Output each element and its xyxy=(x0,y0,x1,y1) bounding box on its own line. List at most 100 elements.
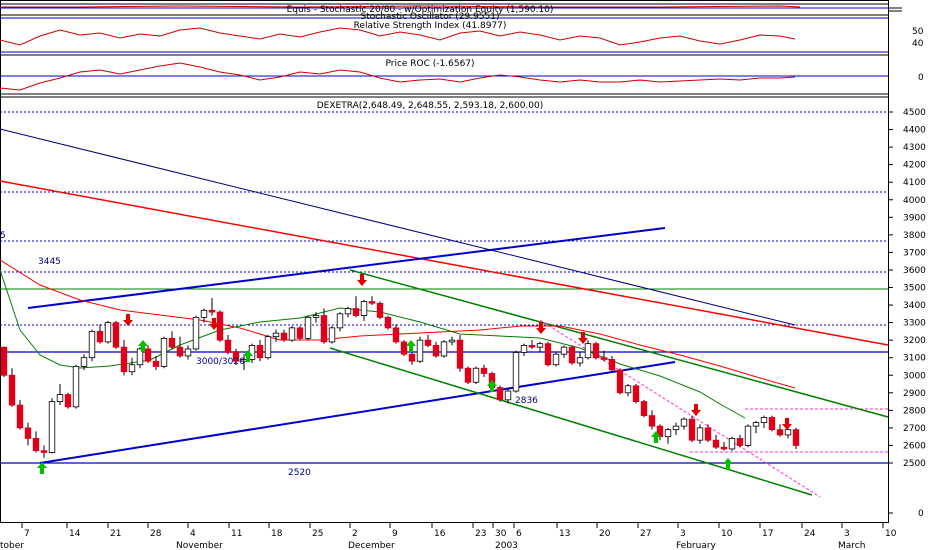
sell-arrow xyxy=(357,274,367,286)
candle-up xyxy=(472,367,480,383)
x-tick-label: 2 xyxy=(352,529,358,539)
y-tick-label: 3300 xyxy=(903,319,926,329)
y-tick-label: 2600 xyxy=(903,441,926,451)
candle-down xyxy=(720,446,728,450)
y-tick-label: 0 xyxy=(918,509,924,519)
candle-up xyxy=(696,427,704,441)
candle-up xyxy=(440,341,448,357)
x-tick-label: 27 xyxy=(640,529,651,539)
candle-down xyxy=(208,309,216,313)
candle-down xyxy=(120,346,128,373)
candle-down xyxy=(392,327,400,343)
candle-down xyxy=(792,429,800,446)
y-tick-label: 3200 xyxy=(903,336,926,346)
buy-arrow xyxy=(651,431,661,443)
candle-down xyxy=(736,438,744,446)
roc-label: Price ROC (-1.6567) xyxy=(385,59,474,69)
x-month-label: tober xyxy=(0,541,24,550)
candle-down xyxy=(688,418,696,441)
candle-up xyxy=(576,357,584,364)
x-tick-label: 17 xyxy=(762,529,773,539)
x-month-label: December xyxy=(348,541,395,550)
x-month-label: November xyxy=(176,541,223,550)
x-month-label: February xyxy=(676,541,717,550)
rsi-label: Relative Strength Index (41.8977) xyxy=(354,21,507,31)
navy-trend-line xyxy=(0,128,796,326)
candle-up xyxy=(536,343,544,348)
candle-down xyxy=(648,415,656,427)
candle-up xyxy=(200,309,208,318)
price-panel: DEXETRA(2,648.49, 2,648.55, 2,593.18, 2,… xyxy=(0,101,889,498)
candle-down xyxy=(40,450,48,453)
y-tick-label: 4100 xyxy=(903,178,926,188)
x-tick-label: 3 xyxy=(844,529,850,539)
red-trend-line xyxy=(0,180,889,346)
candle-down xyxy=(424,339,432,346)
y-tick-label: 3500 xyxy=(903,284,926,294)
candle-down xyxy=(632,385,640,402)
candle-down xyxy=(0,346,8,376)
candle-up xyxy=(752,422,760,427)
candle-up xyxy=(448,339,456,343)
candle-down xyxy=(32,438,40,452)
candle-up xyxy=(760,416,768,424)
candle-up xyxy=(184,348,192,357)
candle-up xyxy=(192,316,200,350)
sell-arrow xyxy=(578,332,588,344)
x-tick-label: 20 xyxy=(599,529,611,539)
candle-up xyxy=(680,418,688,427)
candle-down xyxy=(8,374,16,406)
candle-down xyxy=(256,345,264,359)
x-tick-label: 10 xyxy=(885,529,897,539)
candle-up xyxy=(56,394,64,402)
candle-down xyxy=(112,322,120,348)
x-tick-label: 7 xyxy=(24,529,30,539)
signal-arrows xyxy=(37,274,792,474)
candle-up xyxy=(664,429,672,438)
candle-down xyxy=(24,427,32,439)
candle-down xyxy=(384,316,392,329)
x-month-label: 2003 xyxy=(495,541,518,550)
candle-up xyxy=(104,322,112,343)
x-tick-label: 6 xyxy=(516,529,522,539)
x-tick-label: 28 xyxy=(150,529,162,539)
candle-down xyxy=(528,345,536,348)
candle-up xyxy=(88,330,96,359)
candle-down xyxy=(408,353,416,362)
candle-down xyxy=(376,302,384,318)
candle-down xyxy=(600,357,608,360)
candle-down xyxy=(368,301,376,304)
x-tick-label: 14 xyxy=(69,529,81,539)
x-tick-label: 25 xyxy=(312,529,323,539)
x-axis: 7 14 21 28 4 11 18 25 2 9 16 23 30 6 13 20 27 3 10 17 24 3 10 t… xyxy=(0,523,897,550)
y-tick-label: 3800 xyxy=(903,231,926,241)
candle-down xyxy=(544,343,552,366)
y-tick-label: 3400 xyxy=(903,301,926,311)
y-tick-label: 2700 xyxy=(903,424,926,434)
y-tick-label: 4500 xyxy=(903,108,926,118)
candle-down xyxy=(224,339,232,353)
buy-arrow xyxy=(243,350,253,362)
rising-support-line xyxy=(39,361,676,464)
y-tick-label: 3000 xyxy=(903,371,926,381)
annotation-3000-3020: 3000/3020 xyxy=(196,357,245,367)
moving-average-green xyxy=(0,269,746,419)
stoch-label: Stochastic Oscillator (29.9551) xyxy=(360,12,499,22)
candle-down xyxy=(16,404,24,429)
candle-up xyxy=(784,429,792,436)
candle-up xyxy=(48,401,56,453)
candle-down xyxy=(280,332,288,341)
channel-lower-line xyxy=(329,347,813,496)
y-tick-label: 3700 xyxy=(903,248,926,258)
candle-down xyxy=(592,343,600,359)
x-tick-label: 24 xyxy=(804,529,816,539)
candle-down xyxy=(704,427,712,441)
candle-down xyxy=(776,429,784,436)
candle-up xyxy=(80,357,88,367)
candle-down xyxy=(176,346,184,357)
x-tick-label: 13 xyxy=(559,529,570,539)
stoch-rsi-panel: Stochastic Oscillator (29.9551) Relative… xyxy=(0,12,924,53)
x-tick-label: 21 xyxy=(110,529,121,539)
candle-down xyxy=(712,439,720,448)
